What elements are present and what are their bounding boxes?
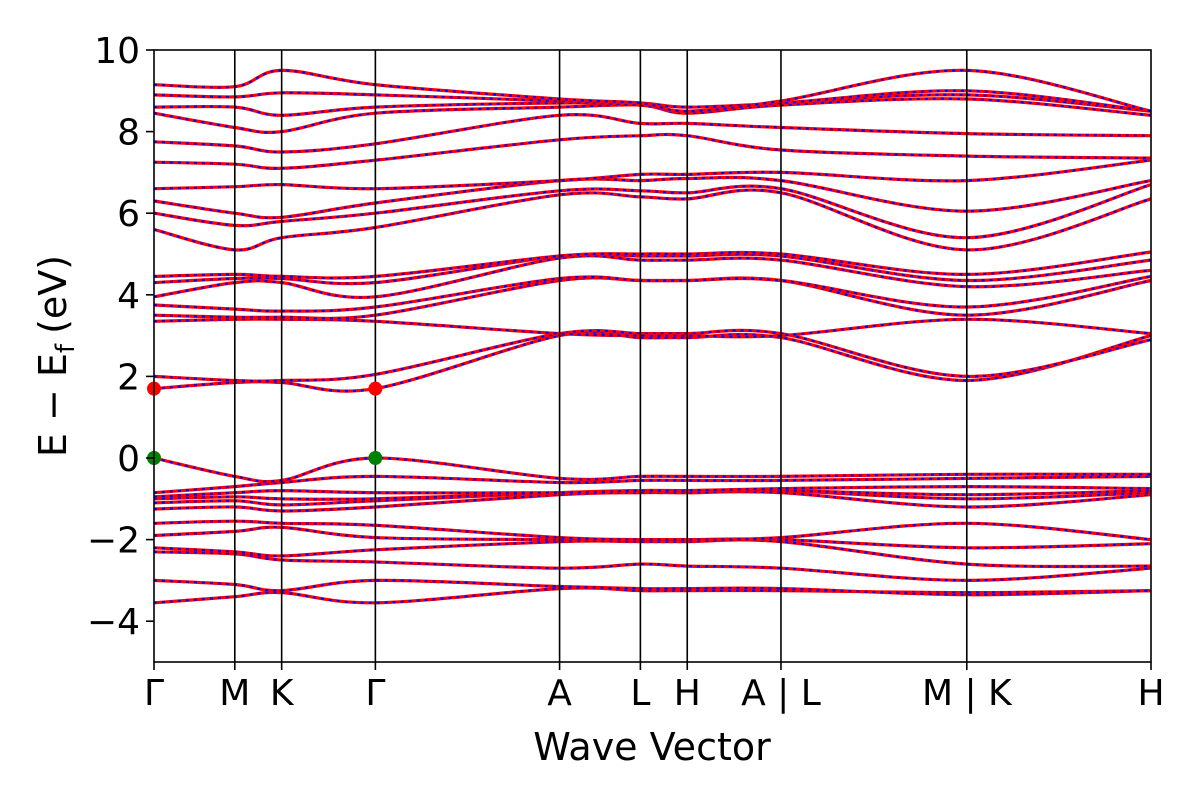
plot-background xyxy=(154,50,1151,662)
k-lines-layer xyxy=(233,50,968,662)
y-tick-label-4: 4 xyxy=(117,276,140,317)
band-line-dashed-16 xyxy=(153,275,1152,313)
band-line-dashed-13 xyxy=(153,329,1152,383)
band-line-dashed-27 xyxy=(153,93,1152,117)
x-tick-label-5: L xyxy=(630,673,650,714)
band-line-dashed-24 xyxy=(153,133,1152,170)
x-tick-label-1: M xyxy=(219,673,250,714)
y-tick-label-7: 10 xyxy=(94,31,140,72)
band-line-dashed-20 xyxy=(153,189,1152,252)
vbm-point-1 xyxy=(368,451,383,465)
x-tick-label-9: H xyxy=(1137,673,1164,714)
band-line-dashed-10 xyxy=(153,475,1152,494)
x-tick-label-2: K xyxy=(270,673,295,714)
band-line-dashed-11 xyxy=(153,456,1152,483)
y-tick-label-3: 2 xyxy=(117,357,140,398)
x-tick-label-6: H xyxy=(674,673,701,714)
band-line-dashed-6 xyxy=(153,490,1152,513)
y-axis-ticks: −4 −2 0 2 4 6 8 10 xyxy=(87,31,154,643)
y-axis-label-main: E − E xyxy=(31,353,75,457)
band-line-dashed-21 xyxy=(153,183,1152,239)
band-line-dashed-14 xyxy=(153,317,1152,338)
band-line-dashed-5 xyxy=(153,520,1152,541)
band-line-dashed-19 xyxy=(153,250,1152,280)
band-line-dashed-9 xyxy=(153,485,1152,498)
band-line-dashed-3 xyxy=(153,538,1152,568)
band-line-dashed-25 xyxy=(153,113,1152,154)
band-line-dashed-23 xyxy=(153,159,1152,190)
y-axis-label-unit: (eV) xyxy=(31,255,75,334)
y-tick-label-6: 8 xyxy=(117,113,140,154)
cbm-point-1 xyxy=(368,381,383,396)
x-axis-label: Wave Vector xyxy=(533,725,771,769)
bands-layer xyxy=(153,68,1152,605)
band-line-dashed-2 xyxy=(153,550,1152,582)
x-tick-label-3: Γ xyxy=(365,673,385,714)
y-tick-label-1: −2 xyxy=(87,521,140,562)
y-tick-label-0: −4 xyxy=(87,602,140,643)
band-line-dashed-1 xyxy=(153,579,1152,596)
y-tick-label-5: 6 xyxy=(117,194,140,235)
x-tick-label-4: A xyxy=(547,673,572,714)
x-tick-label-7: A | L xyxy=(741,673,821,714)
plot-frame xyxy=(153,49,1152,663)
y-axis-label-subscript: f xyxy=(51,343,81,353)
y-axis-label: E − Ef (eV) xyxy=(31,255,81,457)
x-tick-label-0: Γ xyxy=(144,673,164,714)
band-line-22 xyxy=(153,175,1152,220)
x-tick-label-8: M | K xyxy=(922,673,1013,714)
band-line-17 xyxy=(153,254,1152,300)
y-tick-label-2: 0 xyxy=(117,439,140,480)
band-line-dashed-29 xyxy=(153,69,1152,113)
